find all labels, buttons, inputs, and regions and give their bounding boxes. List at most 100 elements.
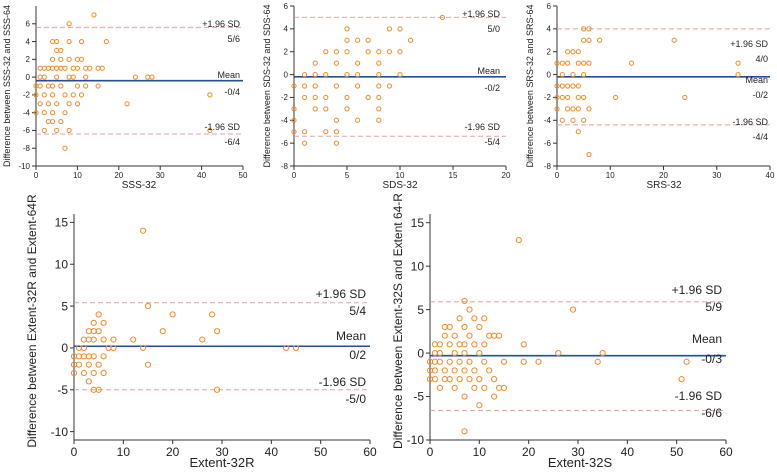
data-point bbox=[466, 376, 473, 383]
data-point bbox=[344, 94, 350, 101]
data-point bbox=[95, 361, 102, 368]
data-point bbox=[54, 65, 60, 71]
data-point bbox=[100, 319, 107, 326]
data-point bbox=[103, 38, 109, 45]
data-point bbox=[83, 74, 89, 80]
data-point bbox=[207, 92, 213, 98]
data-point bbox=[33, 110, 39, 116]
data-point bbox=[49, 110, 56, 116]
data-point bbox=[441, 332, 448, 339]
plot-area-extent-r: 0 10 20 30 40 50 60 -10 -5 0 5 10 15 bbox=[51, 214, 377, 459]
panel-srs-ylabel: Difference between SRS-32 and SRS-64 bbox=[525, 5, 535, 168]
data-point bbox=[397, 26, 403, 32]
data-point bbox=[365, 49, 371, 55]
data-point bbox=[90, 353, 97, 360]
y-tick-label: 15 bbox=[55, 216, 69, 230]
data-point bbox=[49, 118, 56, 125]
data-point bbox=[471, 384, 478, 391]
data-point bbox=[149, 74, 155, 80]
data-point bbox=[66, 38, 72, 45]
data-point bbox=[476, 402, 483, 409]
data-point bbox=[45, 118, 52, 125]
y-tick-label: -10 bbox=[18, 162, 30, 171]
data-point bbox=[66, 74, 72, 80]
panel-extent-r-mean-label: Mean bbox=[336, 329, 366, 343]
data-point bbox=[575, 129, 581, 135]
data-point bbox=[365, 37, 371, 43]
x-tick-label: 30 bbox=[156, 171, 165, 180]
data-point bbox=[446, 376, 453, 383]
data-point bbox=[476, 323, 483, 331]
data-point bbox=[355, 117, 361, 123]
data-point bbox=[581, 26, 587, 32]
panel-sds: 0 5 10 15 20 -8 -6 -4 -2 0 2 4 6 SDS-32 Difference b… bbox=[262, 2, 511, 191]
data-point bbox=[54, 38, 60, 45]
data-point bbox=[554, 83, 560, 89]
data-point bbox=[302, 140, 308, 146]
data-point bbox=[70, 92, 76, 98]
data-point bbox=[565, 49, 571, 55]
y-tick-label: 10 bbox=[411, 259, 425, 273]
data-point bbox=[213, 328, 221, 335]
data-point bbox=[386, 26, 392, 32]
x-tick-label: 50 bbox=[314, 445, 328, 459]
data-point bbox=[292, 344, 300, 352]
data-point bbox=[446, 358, 453, 365]
data-point bbox=[431, 367, 439, 374]
x-tick-label: 30 bbox=[571, 445, 585, 459]
panel-extent-r-lower-value: -5/0 bbox=[345, 392, 366, 406]
x-tick-label: 10 bbox=[117, 445, 131, 459]
data-point bbox=[78, 38, 85, 45]
data-point bbox=[291, 83, 297, 89]
data-point bbox=[66, 127, 72, 134]
data-point bbox=[456, 358, 463, 365]
panel-sds-upper-label: +1.96 SD bbox=[462, 9, 500, 19]
data-point bbox=[581, 37, 587, 43]
y-tick-label: 0 bbox=[61, 341, 68, 355]
panel-srs: 0 10 20 30 40 -8 -6 -4 -2 0 2 4 6 SRS-32 Difference … bbox=[525, 2, 775, 191]
y-tick-label: -4 bbox=[544, 116, 552, 125]
x-tick-label: 40 bbox=[621, 445, 635, 459]
y-tick-label: 0 bbox=[417, 346, 424, 360]
data-point bbox=[54, 101, 60, 107]
data-point bbox=[139, 227, 147, 234]
data-point bbox=[80, 336, 87, 343]
data-point bbox=[90, 319, 97, 326]
x-tick-label: 30 bbox=[712, 171, 721, 180]
data-point bbox=[100, 369, 107, 377]
data-point bbox=[441, 376, 448, 383]
plot-area-sss: 0 10 20 30 40 50 -10 -8 -6 -4 -2 0 2 4 6 bbox=[18, 6, 248, 180]
panel-extent-s-xlabel: Extent-32S bbox=[548, 455, 613, 470]
data-point bbox=[491, 332, 498, 339]
y-tick-label: -4 bbox=[281, 116, 289, 125]
x-tick-label: 40 bbox=[766, 171, 775, 180]
panel-extent-r-upper-label: +1.96 SD bbox=[316, 287, 367, 301]
data-point bbox=[431, 358, 439, 365]
panel-extent-s-ylabel: Difference between Extent-32S and Extent… bbox=[391, 193, 405, 449]
data-point bbox=[441, 367, 448, 374]
data-point bbox=[456, 315, 463, 322]
data-point bbox=[451, 349, 458, 357]
data-point bbox=[312, 106, 318, 112]
data-point bbox=[554, 94, 560, 101]
data-point bbox=[41, 65, 47, 71]
data-point bbox=[436, 358, 443, 365]
y-tick-label: 6 bbox=[26, 20, 31, 29]
data-point bbox=[597, 37, 603, 43]
y-tick-label: -2 bbox=[23, 91, 31, 100]
data-point bbox=[735, 60, 741, 66]
x-tick-label: 10 bbox=[396, 171, 405, 180]
plot-area-sds: 0 5 10 15 20 -8 -6 -4 -2 0 2 4 6 bbox=[281, 2, 511, 180]
data-point bbox=[565, 106, 571, 112]
data-point bbox=[461, 323, 468, 331]
panel-extent-s-mean-value: -0/3 bbox=[701, 352, 722, 366]
data-point bbox=[461, 341, 468, 348]
data-point bbox=[91, 12, 97, 18]
data-point bbox=[559, 71, 565, 78]
data-point bbox=[376, 94, 382, 101]
data-point bbox=[376, 71, 382, 78]
data-point bbox=[312, 94, 318, 101]
x-tick-label: 0 bbox=[427, 445, 434, 459]
data-point bbox=[45, 101, 52, 107]
